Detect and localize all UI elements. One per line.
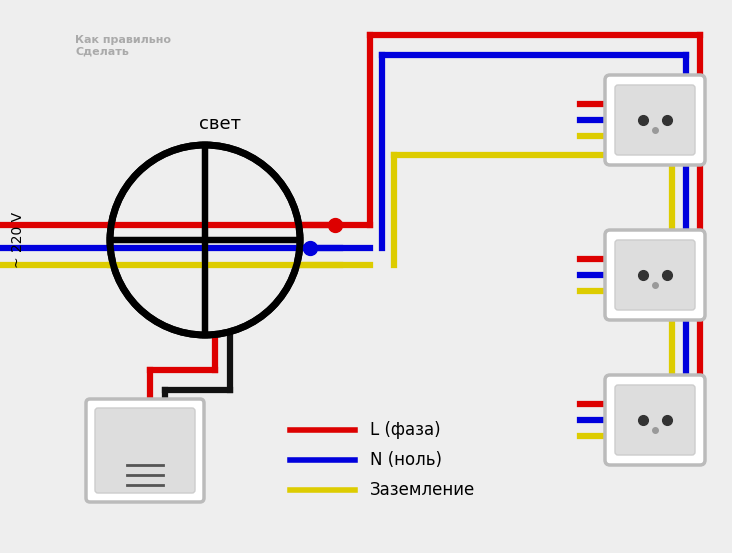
FancyBboxPatch shape [605,75,705,165]
Text: N (ноль): N (ноль) [370,451,442,469]
Text: Заземление: Заземление [370,481,475,499]
Text: ~ 220 V: ~ 220 V [11,212,25,268]
Circle shape [110,145,300,335]
FancyBboxPatch shape [86,399,204,502]
FancyBboxPatch shape [95,408,195,493]
FancyBboxPatch shape [615,240,695,310]
FancyBboxPatch shape [615,385,695,455]
Text: L (фаза): L (фаза) [370,421,441,439]
Text: свет: свет [199,115,241,133]
FancyBboxPatch shape [605,375,705,465]
FancyBboxPatch shape [615,85,695,155]
FancyBboxPatch shape [605,230,705,320]
Text: Как правильно
Сделать: Как правильно Сделать [75,35,171,56]
